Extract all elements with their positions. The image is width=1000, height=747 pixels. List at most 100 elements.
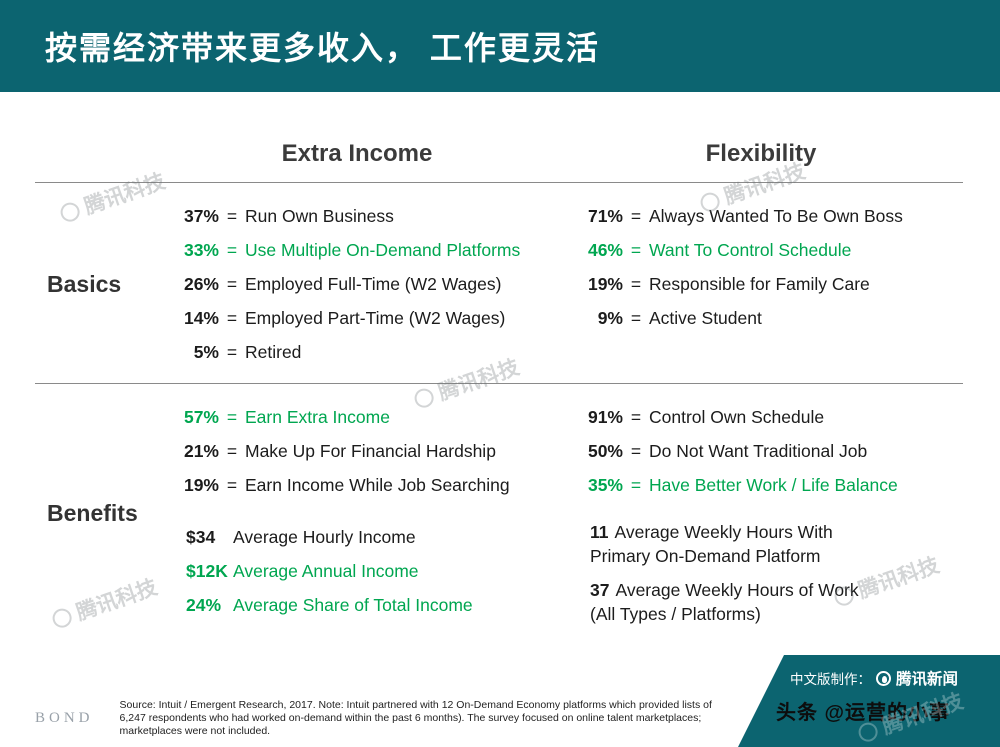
stat-value: 24% xyxy=(186,595,222,615)
equals-sign: = xyxy=(630,274,642,294)
equals-sign: = xyxy=(226,274,238,294)
equals-sign: = xyxy=(226,342,238,362)
stat-text: Average Annual Income xyxy=(233,561,419,581)
slide-header: 按需经济带来更多收入， 工作更灵活 xyxy=(0,0,1000,92)
stat-value: 57% xyxy=(183,407,219,427)
stat-line: 26% = Employed Full-Time (W2 Wages) xyxy=(175,267,559,301)
equals-sign: = xyxy=(226,308,238,328)
benefits-flexibility-cell: 91% = Control Own Schedule 50% = Do Not Want… xyxy=(559,400,963,626)
stat-value: 21% xyxy=(183,441,219,461)
stat-value: 19% xyxy=(183,475,219,495)
equals-sign: = xyxy=(226,206,238,226)
stat-text: Active Student xyxy=(649,308,762,328)
stat-text: Always Wanted To Be Own Boss xyxy=(649,206,903,226)
stat-text: Run Own Business xyxy=(245,206,394,226)
stat-line-2: (All Types / Platforms) xyxy=(590,604,761,624)
column-header-flexibility: Flexibility xyxy=(705,140,817,167)
stat-text: Retired xyxy=(245,342,302,362)
stat-value: 9% xyxy=(597,308,623,328)
stat-line-1: 11 Average Weekly Hours With xyxy=(590,520,963,544)
credit-line: 中文版制作： 腾讯新闻 xyxy=(790,667,1000,689)
stat-value: 5% xyxy=(193,342,219,362)
equals-sign: = xyxy=(630,407,642,427)
stat-line-2: Primary On-Demand Platform xyxy=(590,546,821,566)
equals-sign: = xyxy=(226,240,238,260)
stat-text: Earn Extra Income xyxy=(245,407,390,427)
stat-line: 50% = Do Not Want Traditional Job xyxy=(579,434,963,468)
stat-text: Average Weekly Hours With xyxy=(614,522,833,542)
stat-text: Control Own Schedule xyxy=(649,407,825,427)
source-line: marketplaces were not included. xyxy=(119,725,271,737)
credit-ribbon: 中文版制作： 腾讯新闻 头条 @运营的小事 xyxy=(738,655,1000,747)
stat-line: 5% = Retired xyxy=(175,335,559,369)
stat-text: Use Multiple On-Demand Platforms xyxy=(245,240,521,260)
stat-value: $12K xyxy=(186,561,228,581)
stat-text: Average Weekly Hours of Work xyxy=(615,580,859,600)
basics-row: Basics 37% = Run Own Business 33% = Use Mult… xyxy=(35,182,963,383)
stat-line: 91% = Control Own Schedule xyxy=(579,400,963,434)
row-label-benefits: Benefits xyxy=(47,499,138,526)
stat-value: 11 xyxy=(590,522,609,542)
stat-line: 35% = Have Better Work / Life Balance xyxy=(579,468,963,502)
stat-text: Want To Control Schedule xyxy=(649,240,852,260)
stat-line: 46% = Want To Control Schedule xyxy=(579,233,963,267)
stat-text: Employed Full-Time (W2 Wages) xyxy=(245,274,502,294)
row-label-basics: Basics xyxy=(47,270,122,297)
equals-sign: = xyxy=(630,206,642,226)
stat-line: 24% Average Share of Total Income xyxy=(175,588,559,622)
column-header-row: Extra Income Flexibility xyxy=(35,128,963,182)
bond-logo: BOND xyxy=(35,710,94,726)
stat-text: Employed Part-Time (W2 Wages) xyxy=(245,308,506,328)
stat-line: $34 Average Hourly Income xyxy=(175,520,559,554)
stat-value: 14% xyxy=(183,308,219,328)
stat-line: 19% = Responsible for Family Care xyxy=(579,267,963,301)
stat-line: 9% = Active Student xyxy=(579,301,963,335)
equals-sign: = xyxy=(630,475,642,495)
stat-value: 91% xyxy=(587,407,623,427)
corner-spacer xyxy=(35,140,155,168)
benefits-extra-income-cell: 57% = Earn Extra Income 21% = Make Up For Fi… xyxy=(155,400,559,626)
stat-line: 11 Average Weekly Hours With Primary On-D… xyxy=(579,520,963,568)
stat-value: 37 xyxy=(590,580,610,600)
credit-brand: 腾讯新闻 xyxy=(896,671,959,688)
stat-text: Earn Income While Job Searching xyxy=(245,475,510,495)
source-line: 6,247 respondents who had worked on-dema… xyxy=(119,712,702,724)
stat-line: $12K Average Annual Income xyxy=(175,554,559,588)
byline-toutiao: 头条 @运营的小事 xyxy=(776,702,951,724)
stat-line: 19% = Earn Income While Job Searching xyxy=(175,468,559,502)
stat-line: 71% = Always Wanted To Be Own Boss xyxy=(579,199,963,233)
stat-line: 33% = Use Multiple On-Demand Platforms xyxy=(175,233,559,267)
stat-value: 19% xyxy=(587,274,623,294)
stat-text: Responsible for Family Care xyxy=(649,274,870,294)
stat-line: 37% = Run Own Business xyxy=(175,199,559,233)
equals-sign: = xyxy=(226,475,238,495)
stat-value: 71% xyxy=(587,206,623,226)
stat-value: 26% xyxy=(183,274,219,294)
stat-text: Average Hourly Income xyxy=(233,527,416,547)
stat-value: 33% xyxy=(183,240,219,260)
page-title: 按需经济带来更多收入， 工作更灵活 xyxy=(45,30,600,66)
stat-value: 37% xyxy=(183,206,219,226)
stat-value: 35% xyxy=(587,475,623,495)
equals-sign: = xyxy=(630,441,642,461)
stat-text: Do Not Want Traditional Job xyxy=(649,441,868,461)
source-note: Source: Intuit / Emergent Research, 2017… xyxy=(120,699,712,738)
equals-sign: = xyxy=(630,240,642,260)
stat-line: 21% = Make Up For Financial Hardship xyxy=(175,434,559,468)
equals-sign: = xyxy=(226,441,238,461)
basics-flexibility-cell: 71% = Always Wanted To Be Own Boss 46% = Wan… xyxy=(559,199,963,369)
stat-value: 46% xyxy=(587,240,623,260)
stat-line-1: 37 Average Weekly Hours of Work xyxy=(590,578,963,602)
source-line: Source: Intuit / Emergent Research, 2017… xyxy=(119,699,712,711)
stat-line: 57% = Earn Extra Income xyxy=(175,400,559,434)
credit-prefix: 中文版制作： xyxy=(790,672,871,687)
equals-sign: = xyxy=(226,407,238,427)
stat-value: 50% xyxy=(587,441,623,461)
basics-extra-income-cell: 37% = Run Own Business 33% = Use Multiple On… xyxy=(155,199,559,369)
equals-sign: = xyxy=(630,308,642,328)
stat-text: Make Up For Financial Hardship xyxy=(245,441,496,461)
tencent-news-icon xyxy=(876,670,891,686)
column-header-extra-income: Extra Income xyxy=(281,140,433,167)
stat-line: 14% = Employed Part-Time (W2 Wages) xyxy=(175,301,559,335)
